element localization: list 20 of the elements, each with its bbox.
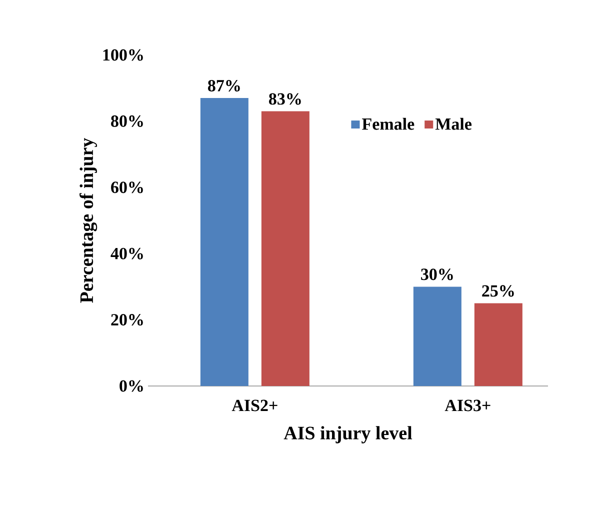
legend-label: Male	[435, 118, 472, 130]
data-label: 87%	[208, 80, 240, 92]
data-label: 83%	[268, 93, 301, 105]
x-tick-label: AIS3+	[444, 400, 490, 412]
data-label: 30%	[421, 268, 453, 280]
y-tick-label: 80%	[111, 115, 143, 127]
x-tick-label: AIS2+	[232, 400, 278, 412]
y-tick-label: 0%	[120, 380, 143, 392]
y-tick-label: 100%	[103, 49, 143, 61]
y-tick-label: 40%	[110, 248, 143, 260]
y-axis-title: Percentage of injury	[80, 138, 98, 303]
data-label: 25%	[482, 285, 514, 297]
y-tick-label: 60%	[111, 182, 143, 194]
bar	[413, 286, 462, 386]
y-tick-label: 20%	[111, 314, 143, 326]
legend-label: Female	[362, 118, 414, 130]
bar	[200, 98, 248, 386]
bar	[474, 303, 522, 386]
x-axis-title: AIS injury level	[284, 426, 412, 444]
bar	[261, 111, 310, 386]
